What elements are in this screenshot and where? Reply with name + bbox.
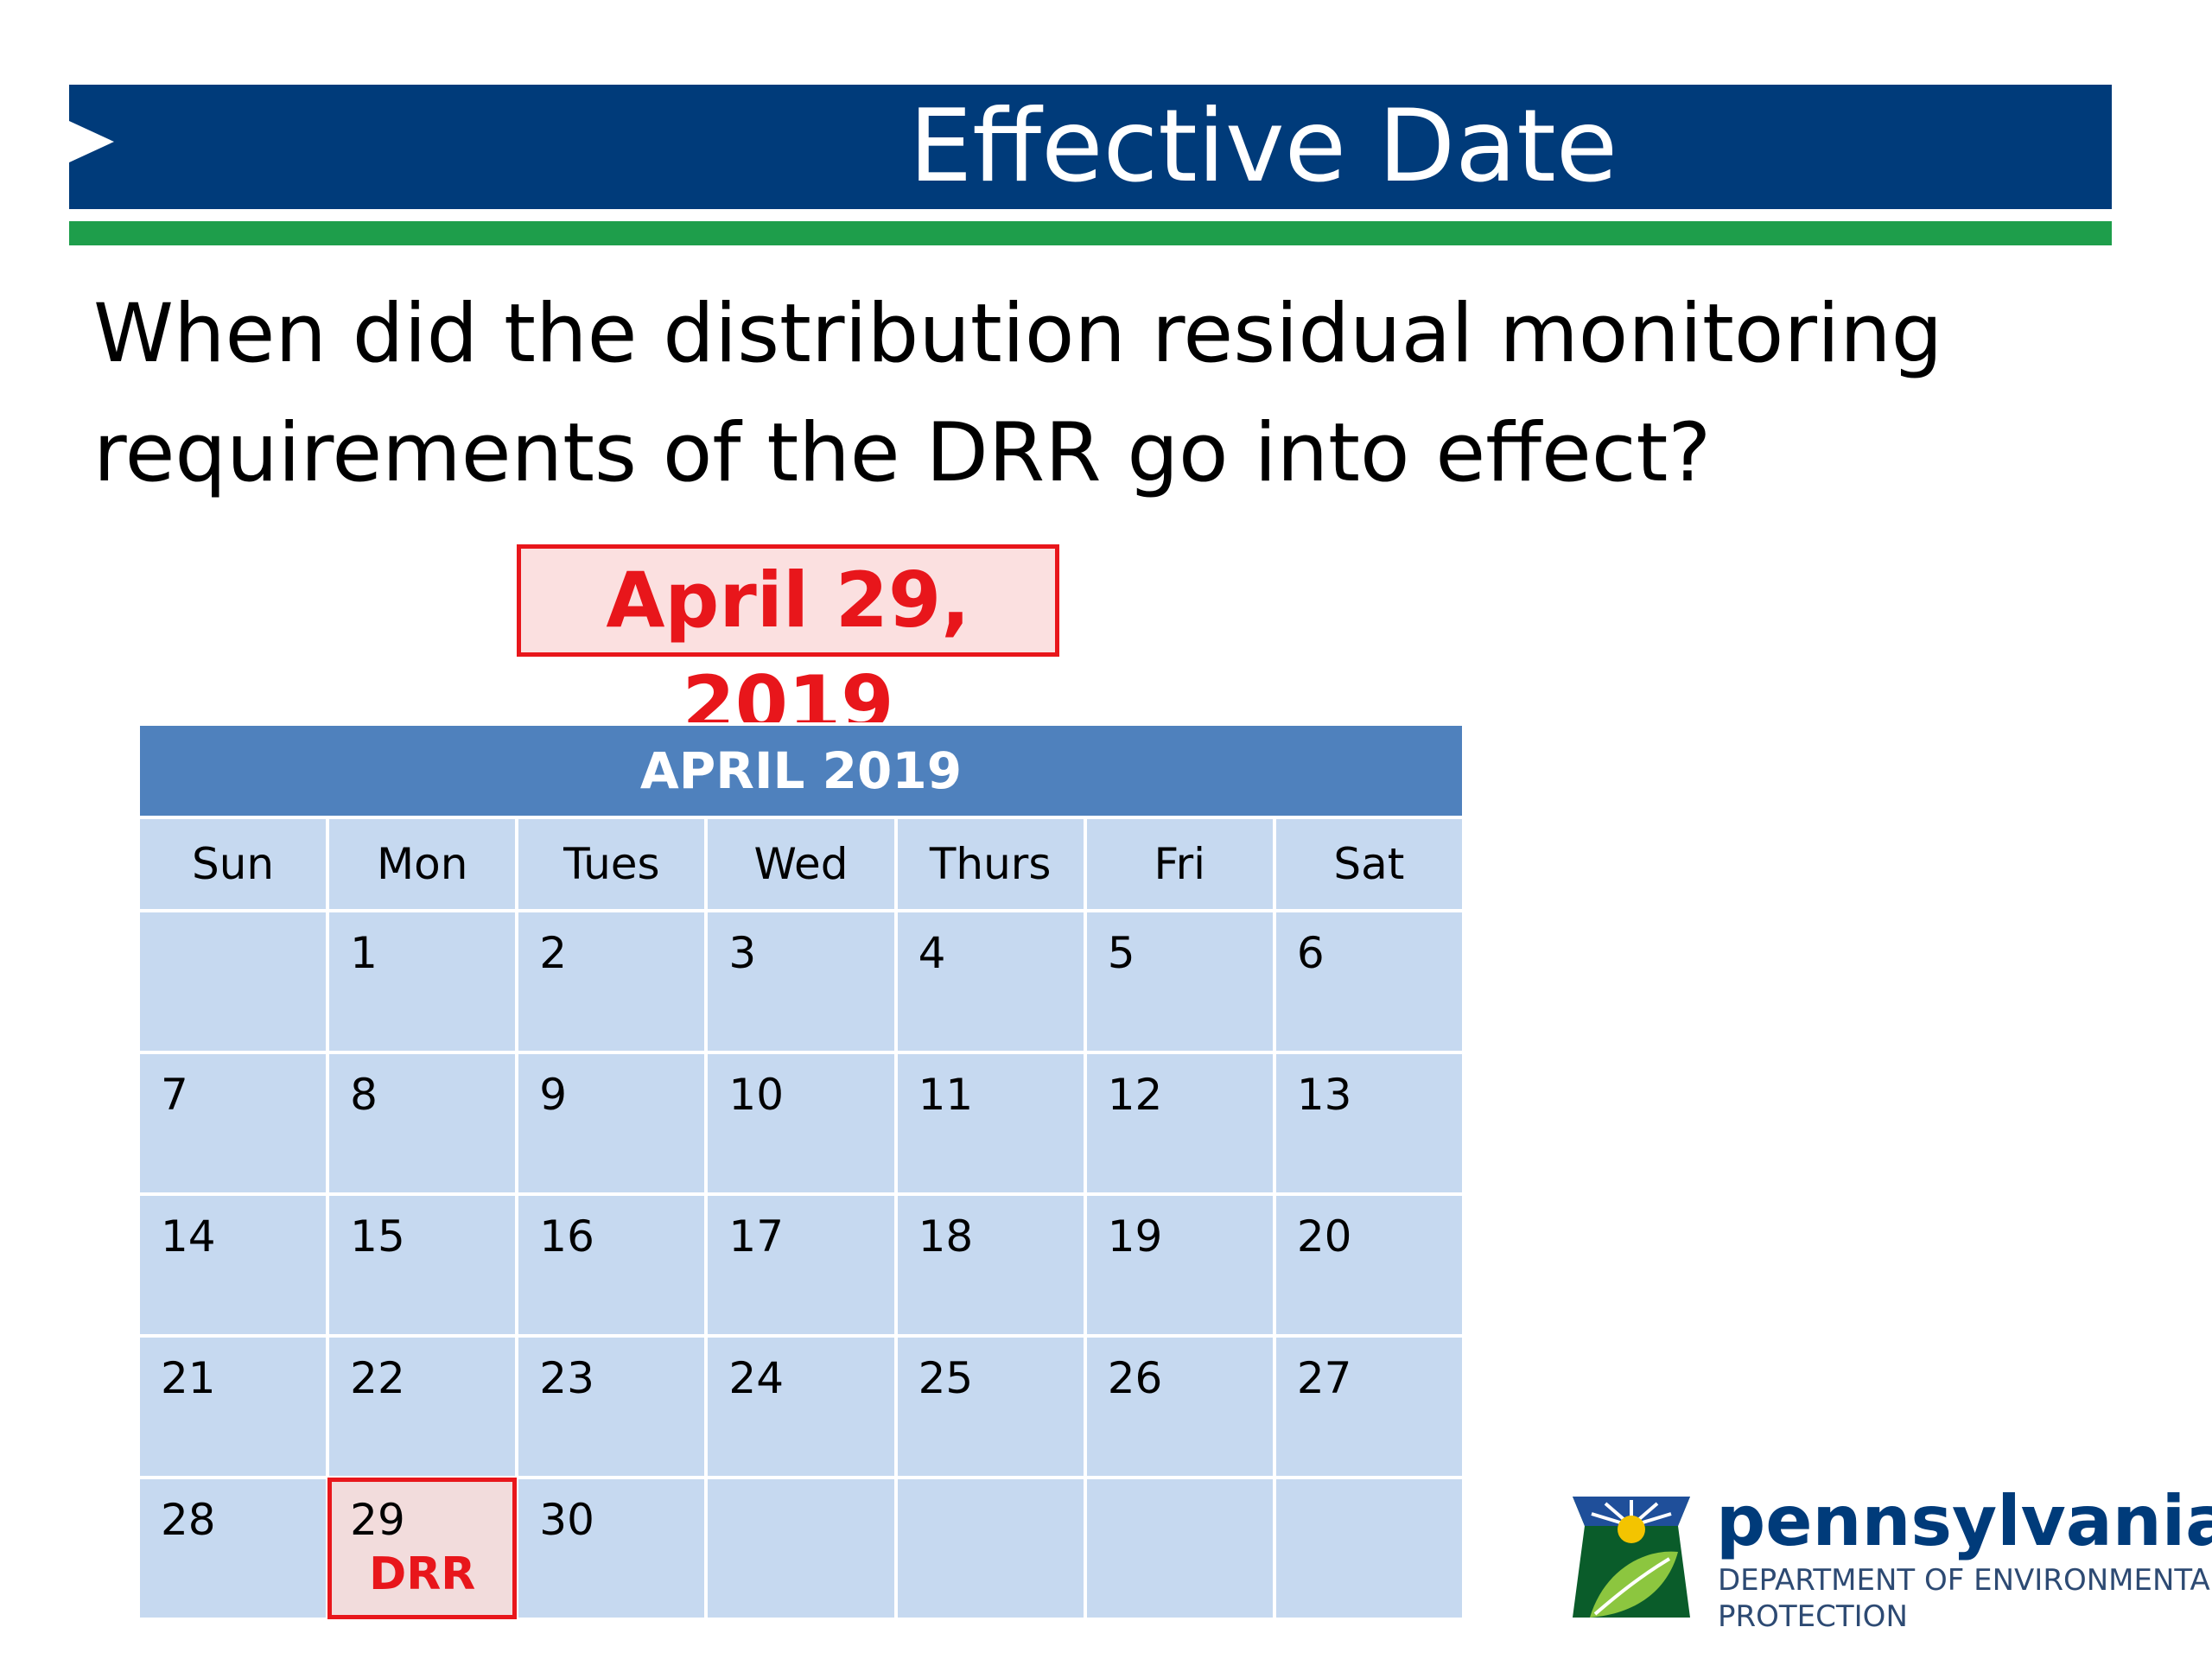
calendar: APRIL 2019 Sun Mon Tues Wed Thurs Fri Sa… [136, 722, 1466, 1621]
calendar-day-cell: 5 [1083, 909, 1276, 1054]
title-bar: Effective Date [69, 85, 2112, 209]
calendar-day-cell: 1 [326, 909, 519, 1054]
calendar-day-cell [1083, 1476, 1276, 1621]
calendar-day-cell: 22 [326, 1334, 519, 1479]
weekday-header: Fri [1083, 816, 1276, 912]
calendar-week-row: 7 8 9 10 11 12 13 [136, 1051, 1466, 1196]
calendar-day-cell: 21 [136, 1334, 330, 1479]
calendar-day-cell: 23 [515, 1334, 709, 1479]
highlighted-day-number: 29 [350, 1495, 405, 1545]
calendar-day-cell: 20 [1272, 1192, 1466, 1338]
answer-box: April 29, 2019 [517, 544, 1059, 748]
weekday-header: Wed [704, 816, 898, 912]
slide-title: Effective Date [908, 88, 1618, 205]
calendar-day-cell: 19 [1083, 1192, 1276, 1338]
logo-department-line2: PROTECTION [1718, 1599, 1908, 1634]
title-arrow-icon [69, 121, 114, 162]
calendar-week-row: 21 22 23 24 25 26 27 [136, 1334, 1466, 1479]
weekday-header: Tues [515, 816, 709, 912]
calendar-day-cell: 24 [704, 1334, 898, 1479]
green-divider [69, 221, 2112, 245]
calendar-day-cell: 8 [326, 1051, 519, 1196]
calendar-day-cell: 28 [136, 1476, 330, 1621]
calendar-day-cell: 17 [704, 1192, 898, 1338]
weekday-header: Mon [326, 816, 519, 912]
drr-label: DRR [369, 1548, 476, 1600]
calendar-week-row: 1 2 3 4 5 6 [136, 909, 1466, 1054]
highlighted-day-cell: 29 DRR [326, 1476, 519, 1621]
logo-name: pennsylvania [1716, 1481, 2212, 1561]
calendar-day-cell: 30 [515, 1476, 709, 1621]
calendar-day-cell: 18 [893, 1192, 1087, 1338]
calendar-day-cell: 13 [1272, 1051, 1466, 1196]
keystone-leaf-icon [1573, 1497, 1690, 1618]
calendar-day-cell: 26 [1083, 1334, 1276, 1479]
calendar-day-cell [893, 1476, 1087, 1621]
calendar-day-cell: 6 [1272, 909, 1466, 1054]
calendar-day-cell: 12 [1083, 1051, 1276, 1196]
logo-department: DEPARTMENT OF ENVIRONMENTAL PROTECTION [1718, 1562, 2212, 1635]
calendar-day-cell: 16 [515, 1192, 709, 1338]
calendar-day-cell: 2 [515, 909, 709, 1054]
logo-department-line1: DEPARTMENT OF ENVIRONMENTAL [1718, 1563, 2212, 1598]
weekday-header: Sat [1272, 816, 1466, 912]
calendar-day-cell: 25 [893, 1334, 1087, 1479]
calendar-day-cell: 3 [704, 909, 898, 1054]
pa-dep-logo: pennsylvania DEPARTMENT OF ENVIRONMENTAL… [1560, 1483, 2212, 1634]
weekday-header: Sun [136, 816, 330, 912]
calendar-week-row: 28 29 DRR 30 [136, 1476, 1466, 1621]
calendar-day-cell: 10 [704, 1051, 898, 1196]
calendar-month-label: APRIL 2019 [137, 722, 1465, 819]
question-text: When did the distribution residual monit… [93, 287, 1943, 500]
calendar-day-cell: 11 [893, 1051, 1087, 1196]
calendar-day-cell: 9 [515, 1051, 709, 1196]
calendar-day-cell: 15 [326, 1192, 519, 1338]
weekday-row: Sun Mon Tues Wed Thurs Fri Sat [136, 816, 1466, 912]
calendar-day-cell: 27 [1272, 1334, 1466, 1479]
calendar-day-cell [704, 1476, 898, 1621]
calendar-day-cell [136, 909, 330, 1054]
calendar-day-cell: 4 [893, 909, 1087, 1054]
calendar-day-cell [1272, 1476, 1466, 1621]
calendar-day-cell: 7 [136, 1051, 330, 1196]
calendar-day-cell: 14 [136, 1192, 330, 1338]
calendar-week-row: 14 15 16 17 18 19 20 [136, 1192, 1466, 1338]
weekday-header: Thurs [893, 816, 1087, 912]
